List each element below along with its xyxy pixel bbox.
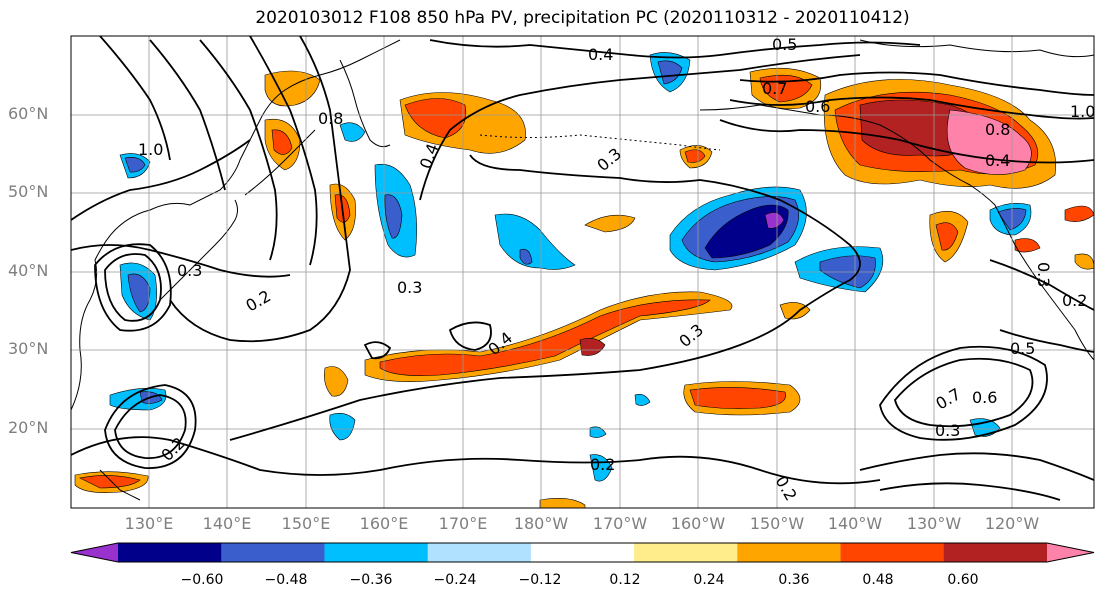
colorbar-swatch <box>943 543 1048 562</box>
lon-label: 140°E <box>202 514 252 533</box>
map-frame <box>70 35 1095 509</box>
contour-label: 0.3 <box>397 278 422 297</box>
colorbar-tick-label: −0.48 <box>264 572 308 588</box>
pv-contour-1.0 <box>149 39 226 191</box>
contour-label: 0.7 <box>762 79 787 98</box>
colorbar-swatch <box>530 543 635 562</box>
colorbar-swatch <box>221 543 325 562</box>
contour-label: 0.3 <box>935 421 960 440</box>
lat-label-60N: 60°N <box>8 104 49 123</box>
colorbar <box>70 542 1095 563</box>
contour-label: 0.3 <box>1034 262 1053 287</box>
pv-contour-0.8 <box>199 39 278 261</box>
colorbar-extend-high <box>1047 543 1094 562</box>
contour-label: 0.4 <box>985 151 1010 170</box>
lon-label: 130°E <box>124 514 174 533</box>
coast-japan <box>159 199 238 301</box>
lon-label: 130°W <box>906 514 962 533</box>
lon-label: 160°E <box>359 514 409 533</box>
coastlines <box>71 39 1094 501</box>
graticule <box>71 36 1094 508</box>
colorbar-extend-low <box>71 543 118 562</box>
colorbar-tick-label: −0.36 <box>349 572 393 588</box>
pv-contour-0.6 <box>169 36 351 343</box>
pv-contour-alaska-2 <box>729 96 1094 120</box>
pv-contour-small-loop <box>448 321 492 351</box>
pv-contour-east-0.2 <box>859 452 1094 481</box>
colorbar-tick-label: −0.60 <box>180 572 224 588</box>
lon-label: 160°W <box>670 514 726 533</box>
lat-label-30N: 30°N <box>8 339 49 358</box>
pv-contour-0.4-north <box>419 54 861 201</box>
coast-na-north <box>859 39 1094 58</box>
pv-contour-wave-1 <box>71 139 251 221</box>
lon-label: 120°W <box>984 514 1040 533</box>
pv-contour-loop-west-2 <box>94 243 172 332</box>
pv-contour-0.3-central <box>229 154 861 441</box>
lat-label-50N: 50°N <box>8 182 49 201</box>
pv-contour-1.4 <box>99 36 171 161</box>
map-title: 2020103012 F108 850 hPa PV, precipitatio… <box>255 8 910 28</box>
contour-label: 1.0 <box>138 140 163 159</box>
pv-contour-alaska-1 <box>719 119 1094 164</box>
pv-contour-east-loop-2 <box>879 345 1048 441</box>
colorbar-outline <box>70 542 1095 563</box>
pv-contour-south-loop <box>114 394 187 459</box>
contour-label: 0.2 <box>590 455 615 474</box>
pv-contour-south-loop-2 <box>104 384 197 469</box>
colorbar-swatch <box>118 543 222 562</box>
lon-label: 150°E <box>281 514 331 533</box>
contour-label: 0.6 <box>972 388 997 407</box>
colorbar-swatch <box>840 543 945 562</box>
lat-label-20N: 20°N <box>8 418 49 437</box>
coast-aleutians <box>479 134 721 151</box>
pv-contour-0.5-top <box>429 39 921 59</box>
contour-label: 0.2 <box>1062 291 1087 310</box>
pv-contour-loop-west <box>104 253 162 322</box>
coast-islands-south <box>99 469 141 501</box>
precip-shading <box>74 52 1094 508</box>
lon-label: 180°W <box>513 514 569 533</box>
colorbar-tick-label: 0.12 <box>609 572 641 588</box>
lon-label: 170°W <box>592 514 648 533</box>
pv-contour-east-coast-2 <box>999 329 1094 353</box>
lon-label: 150°W <box>749 514 805 533</box>
pv-contour-0.7 <box>249 36 318 266</box>
colorbar-tick-label: −0.12 <box>518 572 562 588</box>
pv-contour-east-0.3 <box>879 482 1061 501</box>
colorbar-swatch <box>634 543 738 562</box>
pv-contour-0.2-south <box>71 436 881 485</box>
coast-alaska <box>699 104 1094 361</box>
pv-contour-alaska-3 <box>739 71 1094 96</box>
lat-label-40N: 40°N <box>8 261 49 280</box>
contour-label: 1.0 <box>1070 102 1095 121</box>
pv-contour-wave-2 <box>71 244 291 278</box>
contour-label: 0.5 <box>772 35 797 54</box>
colorbar-tick-label: 0.48 <box>862 572 894 588</box>
pv-contour-east-coast <box>989 259 1094 311</box>
contour-label: 0.8 <box>318 109 343 128</box>
lon-label: 170°E <box>438 514 488 533</box>
colorbar-tick-label: 0.60 <box>947 572 979 588</box>
colorbar-tick-label: 0.24 <box>693 572 725 588</box>
pv-contours <box>71 36 1094 501</box>
contour-label: 0.4 <box>588 45 613 64</box>
pv-contour-east-loop <box>894 357 1034 428</box>
coast-kamchatka <box>339 59 391 148</box>
contour-label: 0.3 <box>177 261 202 280</box>
colorbar-swatch <box>737 543 842 562</box>
contour-label: 0.8 <box>985 120 1010 139</box>
colorbar-tick-label: −0.24 <box>433 572 477 588</box>
contour-label: 0.5 <box>1010 339 1035 358</box>
colorbar-swatch <box>427 543 532 562</box>
contour-label: 0.6 <box>805 97 830 116</box>
coast-asia <box>71 39 401 411</box>
pv-contour-small-loop-2 <box>363 341 392 360</box>
lon-label: 140°W <box>827 514 883 533</box>
colorbar-swatch <box>324 543 429 562</box>
colorbar-tick-label: 0.36 <box>778 572 810 588</box>
